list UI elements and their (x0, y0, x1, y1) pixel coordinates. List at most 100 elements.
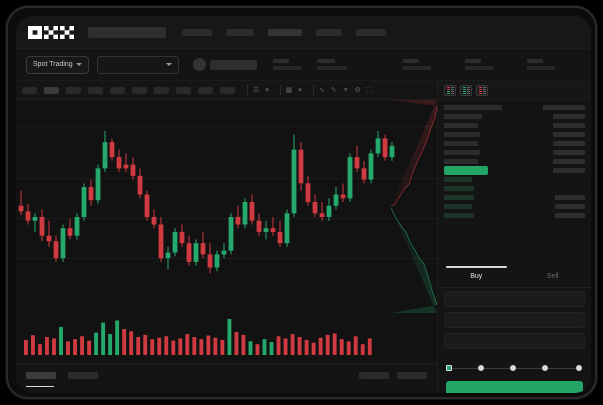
slider-stop-75[interactable] (542, 365, 549, 371)
orderbook-row[interactable] (444, 139, 585, 148)
gridline (16, 178, 437, 179)
orders-action-1[interactable] (397, 371, 427, 379)
orders-action-0[interactable] (359, 371, 389, 379)
timeframe-button-3[interactable] (88, 86, 103, 94)
orders-tab-1[interactable] (68, 371, 98, 379)
orderbook-row[interactable] (444, 112, 585, 121)
stat-value (402, 66, 431, 70)
timeframe-button-2[interactable] (66, 86, 81, 94)
main-content: ☰ ▾ ▦ ▾ ∿ ✎ ⚭ ⚙ ⛶ (16, 81, 591, 393)
stat-label (272, 59, 289, 63)
tab-buy[interactable]: Buy (438, 266, 515, 287)
chevron-down-icon[interactable]: ▾ (265, 86, 269, 94)
orderbook-row[interactable] (444, 121, 585, 130)
stat-label (464, 59, 481, 63)
orderbook-row[interactable] (444, 175, 585, 184)
draw-icon[interactable]: ✎ (330, 86, 337, 94)
okx-logo-icon[interactable] (28, 25, 74, 39)
nav-item-1[interactable] (226, 28, 254, 36)
market-stat-1 (316, 59, 347, 70)
orderbook-row[interactable] (444, 148, 585, 157)
toolbar-divider (247, 85, 248, 95)
settings-icon[interactable]: ⚙ (354, 86, 361, 94)
nav-item-2[interactable] (268, 28, 302, 36)
timeframe-button-5[interactable] (132, 86, 147, 94)
volume-series (24, 319, 372, 355)
orders-panel-actions (359, 371, 427, 379)
gridline (16, 218, 437, 219)
buy-submit-button[interactable] (446, 381, 583, 393)
order-total-field[interactable] (444, 333, 585, 349)
pair-coin-avatar (192, 58, 206, 71)
fullscreen-icon[interactable]: ⛶ (366, 86, 372, 94)
timeframe-button-4[interactable] (110, 86, 125, 94)
timeframe-button-7[interactable] (176, 86, 191, 94)
orderbook-row[interactable] (444, 184, 585, 193)
gridline (16, 258, 437, 259)
spot-trading-label: Spot Trading (33, 61, 73, 68)
order-percent-slider[interactable] (446, 363, 583, 375)
order-price-field[interactable] (444, 291, 585, 307)
stat-value (526, 66, 555, 70)
stat-label (316, 59, 335, 63)
orderbook-mid-price-row[interactable] (444, 166, 585, 175)
slider-stop-50[interactable] (510, 365, 517, 371)
tab-sell[interactable]: Sell (546, 273, 559, 280)
toolbar-divider (312, 85, 314, 95)
both-sides-icon[interactable] (444, 84, 456, 96)
chart-toolbar: ☰ ▾ ▦ ▾ ∿ ✎ ⚭ ⚙ ⛶ (16, 81, 437, 100)
orderbook-list[interactable] (438, 100, 591, 266)
orderbook-header-row (444, 103, 585, 112)
gridline (16, 126, 437, 127)
spot-trading-dropdown[interactable]: Spot Trading (26, 55, 89, 74)
candlestick-chart[interactable] (16, 100, 437, 313)
orderbook-row[interactable] (444, 193, 585, 202)
okx-logo-x-icon (60, 25, 74, 39)
toolbar-divider (279, 85, 281, 95)
orderbook-row[interactable] (444, 130, 585, 139)
chevron-down-icon (165, 63, 172, 66)
slider-handle-0[interactable] (446, 365, 452, 371)
orderbook-row[interactable] (444, 202, 585, 211)
magnet-icon[interactable]: ⚭ (342, 86, 349, 94)
stat-label (402, 59, 419, 63)
chevron-down-icon (75, 63, 82, 66)
trading-pair-select[interactable] (96, 55, 179, 74)
slider-stop-100[interactable] (575, 365, 582, 371)
okx-logo-o-icon (28, 25, 42, 39)
timeframe-button-6[interactable] (154, 86, 169, 94)
nav-item-4[interactable] (356, 28, 386, 36)
top-navigation-bar (16, 16, 591, 49)
orderbook-view-mode-group (438, 81, 591, 100)
app-screen: Spot Trading (16, 16, 591, 393)
search-input[interactable] (88, 26, 166, 38)
orderbook-and-order-column: Buy Sell (437, 81, 591, 393)
pair-name-label (209, 59, 257, 70)
market-depth-overlay (391, 100, 437, 313)
timeframe-button-0[interactable] (22, 86, 37, 94)
timeframe-button-1[interactable] (44, 86, 59, 94)
bids-only-icon[interactable] (460, 84, 472, 96)
timeframe-button-8[interactable] (198, 86, 213, 94)
orders-panel (16, 363, 437, 393)
orderbook-col-size (444, 105, 502, 110)
slider-stop-25[interactable] (477, 365, 484, 371)
nav-item-0[interactable] (182, 28, 212, 36)
order-side-tabs: Buy Sell (438, 266, 591, 288)
asks-only-icon[interactable] (476, 84, 488, 96)
market-stat-4 (526, 59, 555, 70)
compare-icon[interactable]: ▦ (285, 86, 293, 94)
nav-item-3[interactable] (316, 28, 342, 36)
indicator-icon[interactable]: ☰ (253, 86, 260, 94)
line-type-icon[interactable]: ∿ (318, 86, 325, 94)
orderbook-row[interactable] (444, 211, 585, 220)
market-stat-2 (402, 59, 431, 70)
chevron-down-icon[interactable]: ▾ (298, 86, 302, 94)
orders-tab-0[interactable] (26, 371, 56, 387)
stat-value (316, 66, 347, 70)
order-amount-field[interactable] (444, 312, 585, 328)
orders-panel-tabs (16, 364, 437, 387)
timeframe-button-9[interactable] (220, 86, 235, 94)
orderbook-row[interactable] (444, 157, 585, 166)
market-stat-3 (464, 59, 493, 70)
